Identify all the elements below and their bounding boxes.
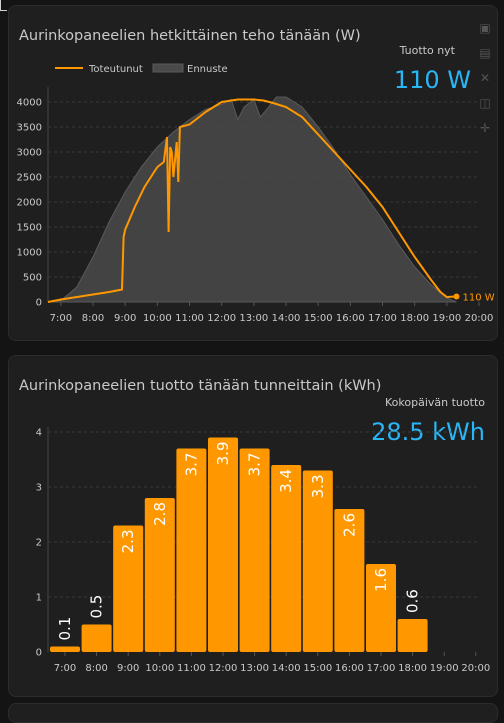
x-tick-label: 17:00 — [367, 663, 396, 674]
bar-value-label: 0.1 — [56, 617, 74, 641]
bar-value-label: 1.6 — [372, 568, 390, 592]
bar-value-label: 3.4 — [277, 469, 295, 493]
energy-card-title: Aurinkopaneelien tuotto tänään tunneitta… — [19, 378, 382, 394]
camera-icon[interactable]: ▣ — [479, 21, 491, 35]
x-tick-label: 15:00 — [303, 663, 332, 674]
power-card: Aurinkopaneelien hetkittäinen teho tänää… — [8, 5, 498, 341]
bar-value-label: 3.7 — [182, 453, 200, 477]
bar — [334, 509, 365, 652]
x-tick-label: 11:00 — [175, 313, 204, 324]
y-tick-label: 3000 — [17, 148, 42, 159]
bar — [50, 646, 80, 652]
legend-forecast-swatch — [152, 63, 184, 73]
bar — [302, 470, 333, 652]
y-tick-label: 0 — [36, 298, 42, 309]
legend-forecast-label: Ennuste — [187, 64, 228, 75]
bar — [81, 624, 112, 652]
x-tick-label: 10:00 — [145, 663, 174, 674]
bar — [366, 564, 396, 652]
bar-value-label: 3.7 — [246, 453, 264, 477]
x-tick-label: 11:00 — [177, 663, 206, 674]
power-card-title: Aurinkopaneelien hetkittäinen teho tänää… — [19, 28, 361, 44]
x-tick-label: 16:00 — [336, 313, 365, 324]
x-tick-label: 8:00 — [85, 663, 107, 674]
legend: Toteutunut Ennuste — [55, 63, 228, 75]
y-tick-label: 500 — [23, 273, 42, 284]
fullscreen-icon[interactable]: ✕ — [479, 71, 491, 85]
current-output-label: Tuotto nyt — [399, 44, 455, 57]
x-tick-label: 19:00 — [432, 313, 461, 324]
y-tick-label: 1 — [36, 593, 42, 604]
y-tick-label: 4000 — [17, 98, 42, 109]
x-tick-label: 20:00 — [465, 313, 494, 324]
save-icon[interactable]: ▤ — [479, 46, 491, 60]
last-value-dot — [453, 293, 460, 300]
x-tick-label: 20:00 — [461, 663, 490, 674]
bar — [113, 525, 144, 652]
forecast-area — [47, 96, 457, 303]
x-tick-label: 9:00 — [114, 313, 136, 324]
energy-card: Aurinkopaneelien tuotto tänään tunneitta… — [8, 355, 498, 697]
next-card — [8, 703, 498, 723]
x-tick-label: 15:00 — [304, 313, 333, 324]
y-tick-label: 2 — [36, 538, 42, 549]
bar-value-label: 3.3 — [309, 475, 327, 499]
x-tick-label: 16:00 — [335, 663, 364, 674]
bar — [271, 465, 302, 652]
x-tick-label: 18:00 — [398, 663, 427, 674]
x-tick-label: 12:00 — [207, 313, 236, 324]
bar-value-label: 0.6 — [404, 589, 422, 613]
y-tick-label: 0 — [36, 648, 42, 659]
bar-value-label: 3.9 — [214, 442, 232, 466]
x-tick-label: 9:00 — [117, 663, 139, 674]
x-tick-label: 7:00 — [54, 663, 76, 674]
y-tick-label: 3 — [36, 483, 42, 494]
x-tick-label: 18:00 — [400, 313, 429, 324]
x-tick-label: 14:00 — [272, 313, 301, 324]
y-tick-label: 1500 — [17, 223, 42, 234]
bar — [208, 437, 238, 652]
bar — [397, 619, 428, 652]
x-tick-label: 13:00 — [240, 663, 269, 674]
bar-value-label: 0.5 — [88, 595, 106, 619]
y-tick-label: 4 — [36, 428, 42, 439]
x-tick-label: 7:00 — [50, 313, 72, 324]
energy-chart[interactable]: 0 1 2 3 4 7:00 8:00 9:00 10:00 11:00 12:00 13:00 14… — [9, 356, 499, 698]
x-tick-label: 17:00 — [368, 313, 397, 324]
y-tick-label: 1000 — [17, 248, 42, 259]
y-tick-label: 2000 — [17, 198, 42, 209]
actual-line — [47, 98, 457, 303]
x-tick-label: 8:00 — [82, 313, 104, 324]
x-tick-label: 12:00 — [209, 663, 238, 674]
bar-value-label: 2.6 — [340, 513, 358, 537]
y-tick-label: 3500 — [17, 123, 42, 134]
daily-total-label: Kokopäivän tuotto — [385, 396, 485, 409]
corner-mark — [0, 0, 7, 11]
pan-icon[interactable]: ✛ — [479, 121, 491, 135]
chart-toolbar: ▣ ▤ ✕ ◫ ✛ — [479, 22, 493, 147]
power-chart[interactable]: Toteutunut Ennuste 0 500 1000 1500 2000 2500 3… — [9, 6, 499, 342]
current-output-value: 110 W — [393, 66, 471, 94]
bar — [239, 448, 270, 652]
x-tick-label: 13:00 — [239, 313, 268, 324]
bar — [144, 498, 175, 652]
y-tick-label: 2500 — [17, 173, 42, 184]
x-tick-label: 14:00 — [272, 663, 301, 674]
bar-value-label: 2.8 — [151, 502, 169, 526]
zoom-icon[interactable]: ◫ — [479, 96, 491, 110]
last-value-label: 110 W — [462, 293, 494, 304]
x-tick-label: 19:00 — [430, 663, 459, 674]
bar-value-label: 2.3 — [119, 530, 137, 554]
x-tick-label: 10:00 — [143, 313, 172, 324]
legend-actual-label: Toteutunut — [88, 64, 143, 75]
bar — [176, 448, 207, 652]
